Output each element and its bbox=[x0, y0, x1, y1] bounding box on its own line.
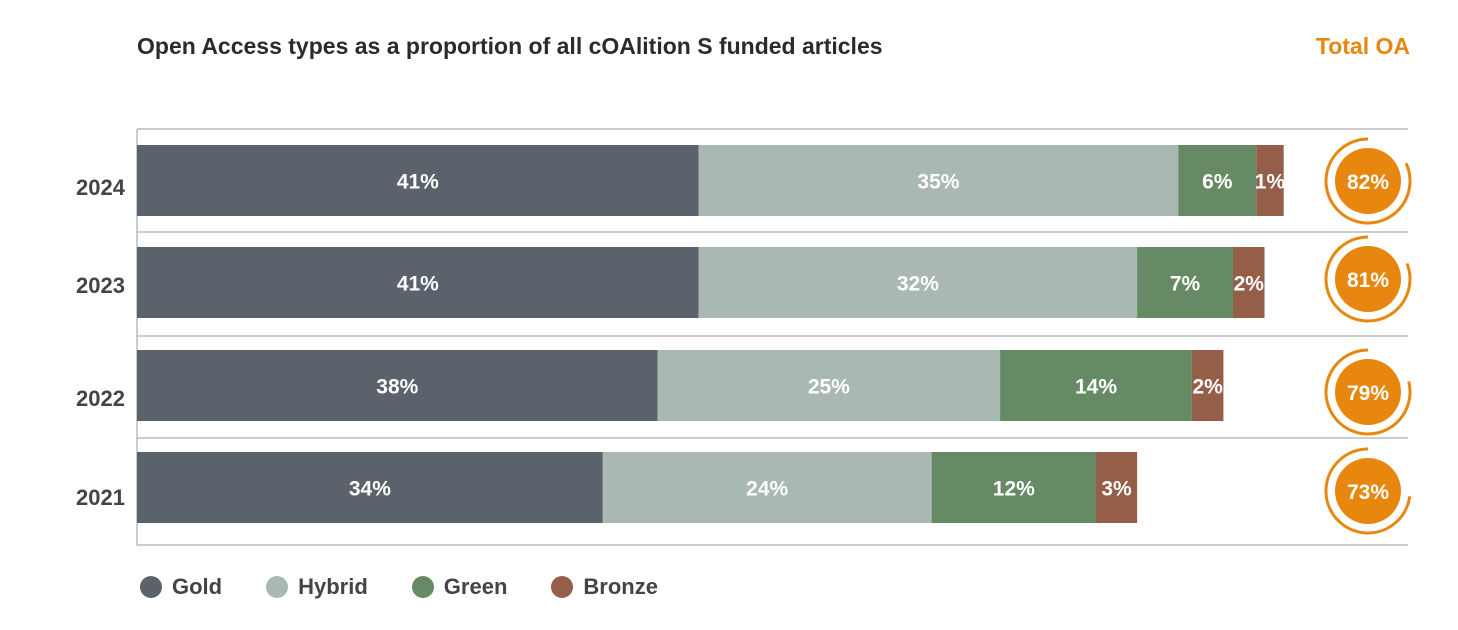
bar-label-green-2024: 6% bbox=[1202, 171, 1233, 194]
bar-bronze-2023 bbox=[1233, 247, 1265, 318]
bar-label-gold-2022: 38% bbox=[376, 376, 418, 399]
bar-gold-2024 bbox=[137, 145, 699, 216]
legend-swatch-hybrid bbox=[266, 576, 289, 598]
category-label-2022: 2022 bbox=[76, 386, 125, 411]
legend-item-green: Green bbox=[411, 574, 508, 600]
bar-green-2024 bbox=[1178, 145, 1257, 216]
legend: Gold Hybrid Green Bronze bbox=[140, 574, 658, 600]
bar-hybrid-2021 bbox=[602, 452, 932, 523]
bar-green-2021 bbox=[931, 452, 1096, 523]
bar-label-green-2021: 12% bbox=[993, 478, 1035, 501]
legend-swatch-bronze bbox=[551, 576, 574, 598]
legend-swatch-gold bbox=[140, 576, 162, 598]
bar-label-gold-2024: 41% bbox=[397, 171, 439, 194]
legend-label-gold: Gold bbox=[172, 574, 223, 599]
bar-gold-2023 bbox=[137, 247, 699, 318]
bar-hybrid-2023 bbox=[698, 247, 1138, 318]
bar-gold-2022 bbox=[137, 350, 658, 421]
bar-bronze-2021 bbox=[1096, 452, 1138, 523]
total-arc-2021 bbox=[1324, 447, 1412, 535]
total-badge-2021 bbox=[1335, 458, 1401, 524]
total-badge-2024 bbox=[1335, 148, 1401, 214]
legend-item-hybrid: Hybrid bbox=[266, 574, 368, 600]
total-label-2021: 73% bbox=[1347, 481, 1389, 504]
legend-swatch-green bbox=[411, 576, 434, 598]
legend-item-bronze: Bronze bbox=[551, 574, 658, 600]
bar-label-hybrid-2022: 25% bbox=[808, 376, 850, 399]
bar-label-hybrid-2023: 32% bbox=[897, 273, 939, 296]
legend-item-gold: Gold bbox=[140, 574, 222, 600]
legend-label-bronze: Bronze bbox=[583, 574, 658, 599]
bar-label-gold-2021: 34% bbox=[349, 478, 391, 501]
bar-hybrid-2024 bbox=[698, 145, 1179, 216]
total-arc-2023 bbox=[1324, 235, 1412, 323]
total-oa-title: Total OA bbox=[1315, 33, 1410, 59]
category-label-2023: 2023 bbox=[76, 273, 125, 298]
bar-label-green-2023: 7% bbox=[1170, 273, 1201, 296]
bar-bronze-2022 bbox=[1191, 350, 1224, 421]
bar-label-bronze-2023: 2% bbox=[1234, 273, 1265, 296]
bar-label-bronze-2024: 1% bbox=[1255, 171, 1286, 194]
chart-title: Open Access types as a proportion of all… bbox=[137, 33, 883, 59]
bar-label-bronze-2022: 2% bbox=[1192, 376, 1223, 399]
legend-label-green: Green bbox=[443, 574, 508, 599]
legend-label-hybrid: Hybrid bbox=[298, 574, 368, 599]
bar-label-bronze-2021: 3% bbox=[1101, 478, 1132, 501]
bar-hybrid-2022 bbox=[657, 350, 1001, 421]
bar-label-green-2022: 14% bbox=[1075, 376, 1117, 399]
total-label-2022: 79% bbox=[1347, 382, 1389, 405]
total-badge-2023 bbox=[1335, 246, 1401, 312]
total-label-2024: 82% bbox=[1347, 171, 1389, 194]
bar-green-2022 bbox=[1000, 350, 1192, 421]
total-arc-2024 bbox=[1324, 137, 1412, 225]
bar-label-hybrid-2024: 35% bbox=[917, 171, 959, 194]
bar-green-2023 bbox=[1137, 247, 1233, 318]
bar-label-gold-2023: 41% bbox=[397, 273, 439, 296]
total-label-2023: 81% bbox=[1347, 269, 1389, 292]
bar-gold-2021 bbox=[137, 452, 603, 523]
category-label-2021: 2021 bbox=[76, 485, 125, 510]
total-arc-2022 bbox=[1324, 348, 1412, 436]
bar-label-hybrid-2021: 24% bbox=[746, 478, 788, 501]
total-badge-2022 bbox=[1335, 359, 1401, 425]
category-label-2024: 2024 bbox=[76, 175, 126, 200]
bar-bronze-2024 bbox=[1256, 145, 1284, 216]
